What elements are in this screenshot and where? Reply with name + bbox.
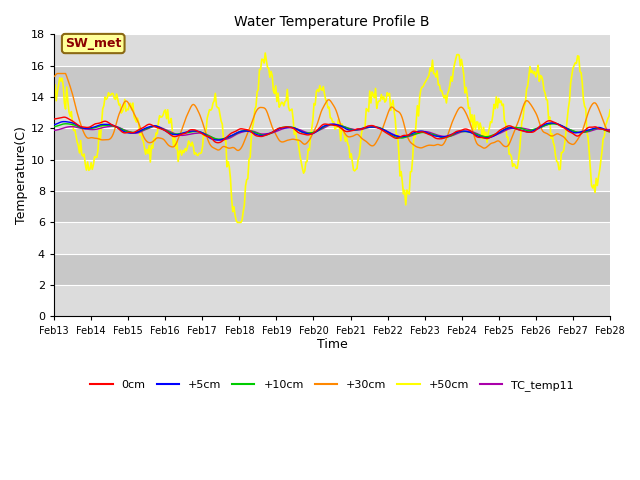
+5cm — [606, 128, 614, 134]
Line: +30cm: +30cm — [54, 73, 610, 150]
+5cm — [214, 137, 221, 143]
+50cm — [50, 99, 58, 105]
Line: TC_temp11: TC_temp11 — [54, 123, 610, 140]
Line: 0cm: 0cm — [54, 117, 610, 143]
+10cm — [287, 124, 294, 130]
Line: +10cm: +10cm — [54, 124, 610, 139]
Line: +5cm: +5cm — [54, 121, 610, 140]
Text: SW_met: SW_met — [65, 37, 122, 50]
+5cm — [390, 132, 398, 138]
0cm — [50, 116, 58, 122]
+5cm — [557, 123, 565, 129]
+10cm — [390, 133, 398, 139]
+50cm — [223, 164, 231, 170]
TC_temp11 — [362, 125, 370, 131]
+10cm — [50, 124, 58, 130]
TC_temp11 — [557, 123, 565, 129]
Legend: 0cm, +5cm, +10cm, +30cm, +50cm, TC_temp11: 0cm, +5cm, +10cm, +30cm, +50cm, TC_temp1… — [86, 376, 578, 396]
0cm — [461, 126, 469, 132]
TC_temp11 — [218, 137, 225, 143]
+30cm — [390, 106, 398, 111]
TC_temp11 — [389, 132, 397, 137]
TC_temp11 — [286, 125, 294, 131]
Line: +50cm: +50cm — [54, 53, 610, 222]
Y-axis label: Temperature(C): Temperature(C) — [15, 126, 28, 224]
+50cm — [261, 50, 269, 56]
TC_temp11 — [50, 128, 58, 133]
+30cm — [54, 71, 61, 76]
0cm — [61, 114, 68, 120]
TC_temp11 — [224, 136, 232, 142]
Bar — [54, 35, 610, 66]
+50cm — [606, 107, 614, 113]
TC_temp11 — [550, 120, 558, 126]
Bar — [54, 128, 610, 160]
+30cm — [606, 130, 614, 135]
+5cm — [61, 119, 68, 124]
+50cm — [364, 107, 371, 113]
+10cm — [606, 129, 614, 135]
Bar — [54, 191, 610, 222]
0cm — [225, 132, 233, 138]
Bar — [54, 160, 610, 191]
+5cm — [225, 134, 233, 140]
+30cm — [364, 140, 371, 145]
+30cm — [224, 145, 232, 151]
+50cm — [287, 107, 294, 113]
0cm — [287, 124, 294, 130]
+5cm — [364, 124, 371, 130]
TC_temp11 — [460, 129, 468, 134]
+10cm — [215, 136, 223, 142]
0cm — [214, 140, 221, 145]
Title: Water Temperature Profile B: Water Temperature Profile B — [234, 15, 430, 29]
0cm — [606, 128, 614, 134]
+50cm — [557, 150, 565, 156]
+5cm — [461, 128, 469, 134]
+10cm — [461, 129, 469, 134]
+50cm — [234, 219, 241, 225]
Bar — [54, 285, 610, 316]
Bar — [54, 222, 610, 254]
+10cm — [225, 134, 233, 140]
0cm — [364, 123, 371, 129]
+10cm — [61, 121, 69, 127]
+30cm — [50, 74, 58, 80]
+10cm — [557, 123, 565, 129]
+30cm — [287, 137, 294, 143]
+30cm — [235, 147, 243, 153]
+5cm — [287, 124, 294, 130]
+5cm — [50, 122, 58, 128]
+50cm — [390, 109, 398, 115]
TC_temp11 — [606, 127, 614, 132]
+50cm — [461, 90, 469, 96]
Bar — [54, 97, 610, 128]
Bar — [54, 254, 610, 285]
+10cm — [364, 125, 371, 131]
X-axis label: Time: Time — [317, 338, 348, 351]
Bar — [54, 66, 610, 97]
0cm — [390, 135, 398, 141]
+30cm — [557, 133, 565, 139]
+30cm — [461, 108, 469, 114]
0cm — [557, 124, 565, 130]
